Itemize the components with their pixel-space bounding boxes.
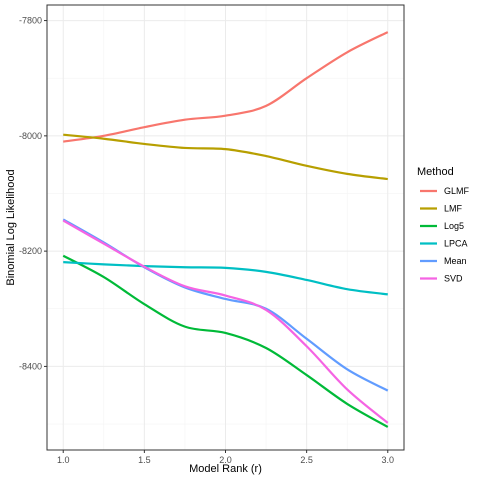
y-axis-title: Binomial Log Likelihood — [5, 169, 17, 285]
legend-label-mean: Mean — [444, 256, 467, 266]
x-axis: 1.0 1.5 2.0 2.5 3.0 — [57, 450, 394, 465]
legend-label-lmf: LMF — [444, 204, 463, 214]
legend-label-lpca: LPCA — [444, 239, 468, 249]
series-lines — [62, 31, 389, 428]
y-tick-label: -8200 — [19, 246, 42, 256]
x-tick-label: 1.5 — [138, 455, 151, 465]
x-tick-label: 2.0 — [219, 455, 232, 465]
legend-label-svd: SVD — [444, 274, 463, 284]
x-axis-title: Model Rank (r) — [189, 463, 262, 475]
series-line-log5 — [62, 254, 389, 428]
x-tick-label: 1.0 — [57, 455, 70, 465]
x-tick-label: 2.5 — [300, 455, 313, 465]
legend-title: Method — [417, 166, 454, 178]
y-tick-label: -8400 — [19, 361, 42, 371]
y-tick-label: -8000 — [19, 131, 42, 141]
series-line-lmf — [63, 133, 388, 181]
series-line-svd — [62, 219, 389, 424]
series-line-glmf — [63, 31, 389, 143]
y-tick-label: -7800 — [19, 16, 42, 26]
legend: Method GLMF LMF Log5 LPCA Mean SVD — [417, 166, 470, 284]
legend-label-log5: Log5 — [444, 221, 464, 231]
legend-label-glmf: GLMF — [444, 186, 470, 196]
grid — [47, 5, 404, 450]
x-tick-label: 3.0 — [382, 455, 395, 465]
series-line-lpca — [63, 260, 388, 296]
y-axis: -8400 -8200 -8000 -7800 — [19, 16, 47, 371]
